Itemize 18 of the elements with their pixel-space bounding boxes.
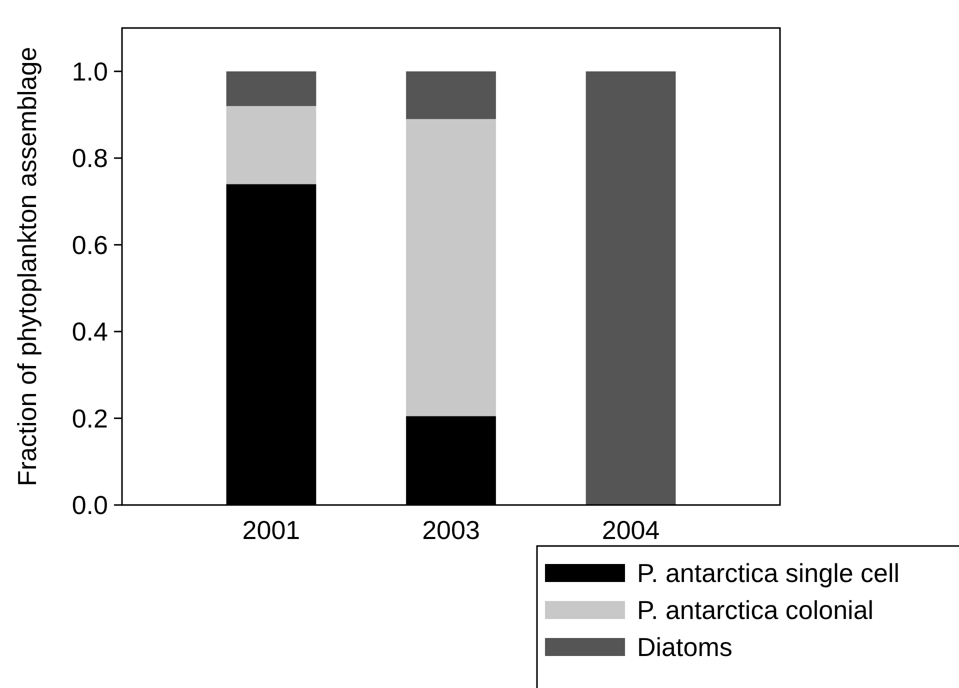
y-axis-title: Fraction of phytoplankton assemblage [12,46,42,486]
y-tick-label: 0.0 [72,490,108,520]
bar [226,106,316,184]
y-tick-label: 0.6 [72,230,108,260]
y-tick-label: 0.8 [72,143,108,174]
y-tick-label: 0.2 [72,403,108,434]
bar [406,119,496,416]
y-tick-label: 1.0 [72,56,108,86]
bar [586,71,676,505]
x-tick-label: 2004 [602,515,660,545]
x-tick-label: 2001 [242,515,300,545]
bar [226,71,316,106]
y-tick-label: 0.4 [72,316,108,347]
legend-label: Diatoms [637,632,732,662]
bar [406,71,496,120]
legend-label: P. antarctica colonial [637,595,874,626]
legend-label: P. antarctica single cell [637,558,900,588]
x-tick-label: 2003 [422,515,480,545]
